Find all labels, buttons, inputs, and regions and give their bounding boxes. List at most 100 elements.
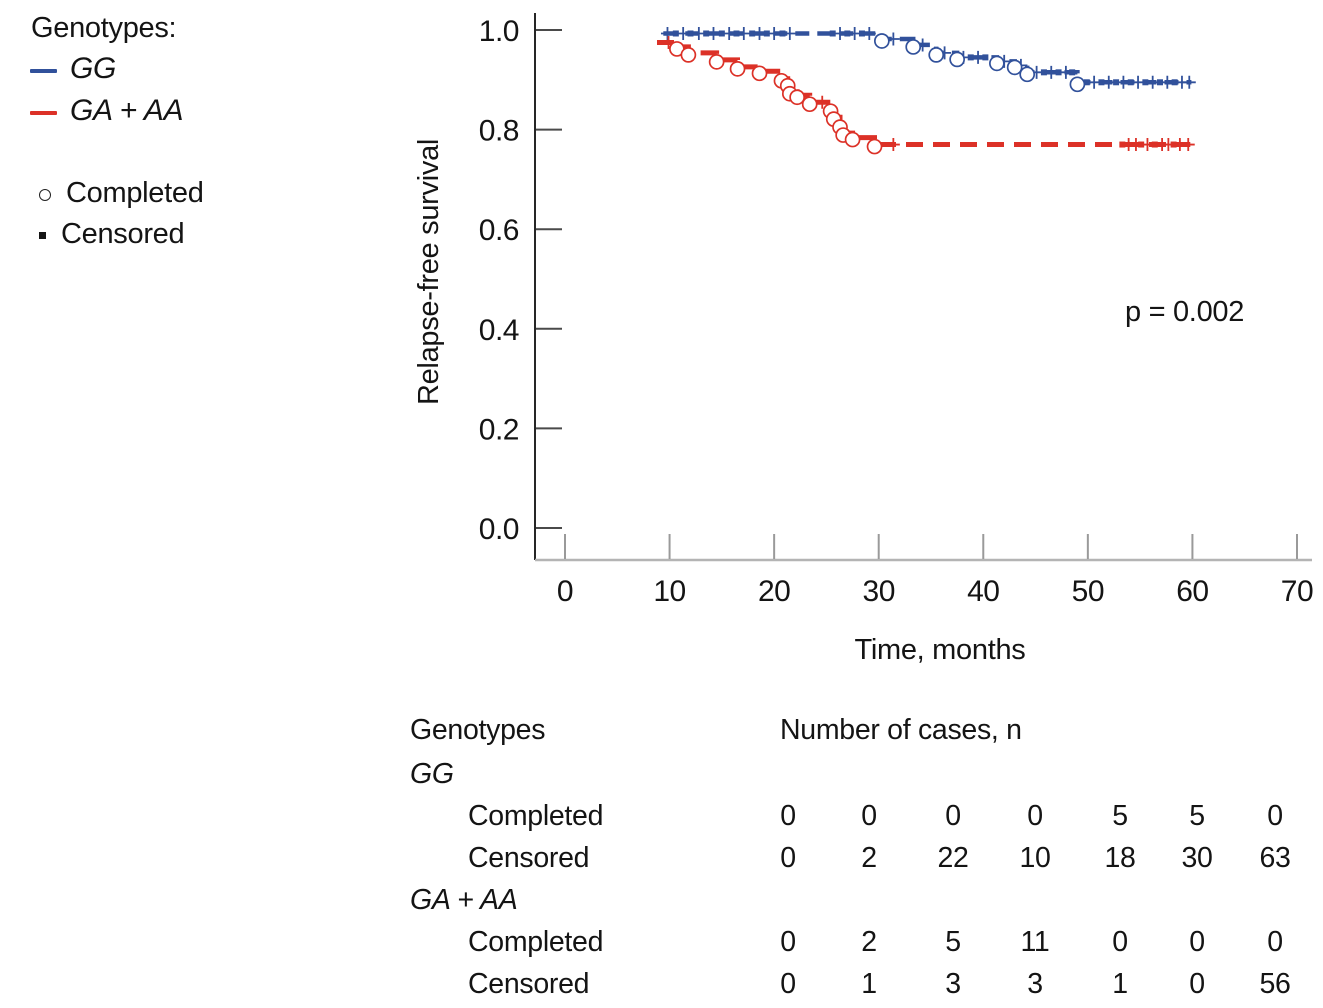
legend-item-censored: Censored xyxy=(39,218,185,251)
censored-mark xyxy=(844,30,851,37)
y-tick-label: 0.8 xyxy=(479,115,519,148)
km-plot: 1.0 0.8 0.6 0.4 0.2 0.0 0 10 20 30 40 50 60 70 Time, m… xyxy=(413,13,1314,666)
x-tick-label: 10 xyxy=(653,575,685,608)
table-row-label: Completed xyxy=(468,800,604,832)
censored-mark xyxy=(858,30,865,37)
table-cell-value: 5 xyxy=(1189,800,1205,832)
completed-event-marker xyxy=(866,138,883,155)
y-tick-label: 0.0 xyxy=(479,513,519,546)
table-cell-value: 0 xyxy=(1189,926,1205,958)
legend-item-censored-label: Censored xyxy=(61,218,185,250)
censored-mark xyxy=(687,30,694,37)
completed-event-marker xyxy=(708,54,725,70)
x-tick-label: 30 xyxy=(863,575,895,608)
censored-mark xyxy=(672,30,679,37)
table-cell-value: 30 xyxy=(1181,842,1213,874)
x-tick-label: 20 xyxy=(758,575,790,608)
km-curve-gg xyxy=(663,31,1192,85)
censored-mark xyxy=(660,26,674,40)
censored-mark xyxy=(1113,79,1120,86)
censored-mark xyxy=(1181,138,1195,152)
table-header-genotypes: Genotypes xyxy=(410,714,546,746)
censored-mark xyxy=(749,30,756,37)
table-cell-value: 0 xyxy=(1267,800,1283,832)
completed-event-marker xyxy=(751,65,768,82)
table-cell-value: 0 xyxy=(780,968,796,1000)
table-group-row: GA + AA xyxy=(410,884,1315,924)
y-axis-title: Relapse-free survival xyxy=(413,139,445,405)
y-tick-label: 1.0 xyxy=(479,15,519,48)
table-cell-value: 5 xyxy=(1112,800,1128,832)
censored-mark xyxy=(1069,69,1076,76)
censored-mark xyxy=(1040,69,1047,76)
completed-event-marker xyxy=(1019,66,1036,83)
table-data-row: Censored 0 1 3 3 1 0 56 xyxy=(410,968,1315,1008)
table-cell-value: 0 xyxy=(780,842,796,874)
table-data-row: Completed 0 0 0 0 5 5 0 xyxy=(410,800,1315,840)
censored-marker-icon xyxy=(39,232,46,239)
completed-event-marker xyxy=(873,33,890,49)
table-cell-value: 18 xyxy=(1104,842,1136,874)
censored-mark xyxy=(829,30,836,37)
table-cell-value: 0 xyxy=(1189,968,1205,1000)
censored-mark xyxy=(1151,141,1158,148)
completed-event-marker xyxy=(989,55,1005,72)
table-cell-value: 5 xyxy=(945,926,961,958)
table-cell-value: 0 xyxy=(945,800,961,832)
table-cell-value: 2 xyxy=(861,926,877,958)
table-cell-value: 3 xyxy=(1027,968,1043,1000)
legend-item-ga-aa-label: GA + AA xyxy=(70,94,184,127)
table-cell-value: 0 xyxy=(861,800,877,832)
x-tick-label: 40 xyxy=(967,575,999,608)
table-header-cases: Number of cases, n xyxy=(780,714,1022,746)
censored-mark xyxy=(737,26,751,40)
completed-event-marker xyxy=(844,131,861,148)
table-row-label: GG xyxy=(410,758,454,790)
x-tick-label: 0 xyxy=(557,575,573,608)
censored-mark xyxy=(967,54,974,61)
gg-line-swatch xyxy=(30,68,57,73)
table-row-label: GA + AA xyxy=(410,884,518,916)
completed-event-marker xyxy=(949,51,965,68)
legend-item-completed-label: Completed xyxy=(66,177,204,209)
completed-marker-icon xyxy=(39,188,51,201)
censored-mark xyxy=(779,30,786,37)
censored-mark xyxy=(706,26,720,40)
table-cell-value: 56 xyxy=(1259,968,1291,1000)
censored-mark xyxy=(1083,79,1090,86)
legend-title: Genotypes: xyxy=(31,12,177,44)
x-axis-title: Time, months xyxy=(855,634,1026,666)
table-cell-value: 0 xyxy=(1027,800,1043,832)
table-cell-value: 0 xyxy=(780,800,796,832)
y-tick-label: 0.2 xyxy=(479,413,519,446)
censored-mark xyxy=(763,30,770,37)
censored-mark xyxy=(1182,75,1196,89)
table-cell-value: 0 xyxy=(1267,926,1283,958)
censored-mark xyxy=(815,95,829,109)
table-row-label: Censored xyxy=(468,842,590,874)
legend-item-completed: Completed xyxy=(39,177,204,210)
censored-mark xyxy=(1157,79,1164,86)
completed-event-marker xyxy=(905,39,922,55)
censored-mark xyxy=(1055,69,1062,76)
table-cell-value: 1 xyxy=(861,968,877,1000)
ga-aa-line-swatch xyxy=(30,110,57,115)
censored-mark xyxy=(1098,79,1105,86)
table-cell-value: 10 xyxy=(1019,842,1051,874)
completed-event-marker xyxy=(789,89,805,106)
legend-item-gg: GG xyxy=(30,52,116,86)
y-tick-label: 0.6 xyxy=(479,214,519,247)
completed-event-marker xyxy=(1069,76,1086,93)
completed-event-marker xyxy=(729,61,746,77)
table-cell-value: 63 xyxy=(1259,842,1291,874)
x-tick-label: 50 xyxy=(1072,575,1104,608)
table-row-label: Completed xyxy=(468,926,604,958)
legend-item-ga-aa: GA + AA xyxy=(30,94,184,128)
table-cell-value: 22 xyxy=(937,842,969,874)
table-cell-value: 0 xyxy=(780,926,796,958)
p-value-label: p = 0.002 xyxy=(1125,296,1244,328)
censored-mark xyxy=(1142,79,1149,86)
table-data-row: Censored 0 2 22 10 18 30 63 xyxy=(410,842,1315,882)
censored-mark xyxy=(733,30,740,37)
